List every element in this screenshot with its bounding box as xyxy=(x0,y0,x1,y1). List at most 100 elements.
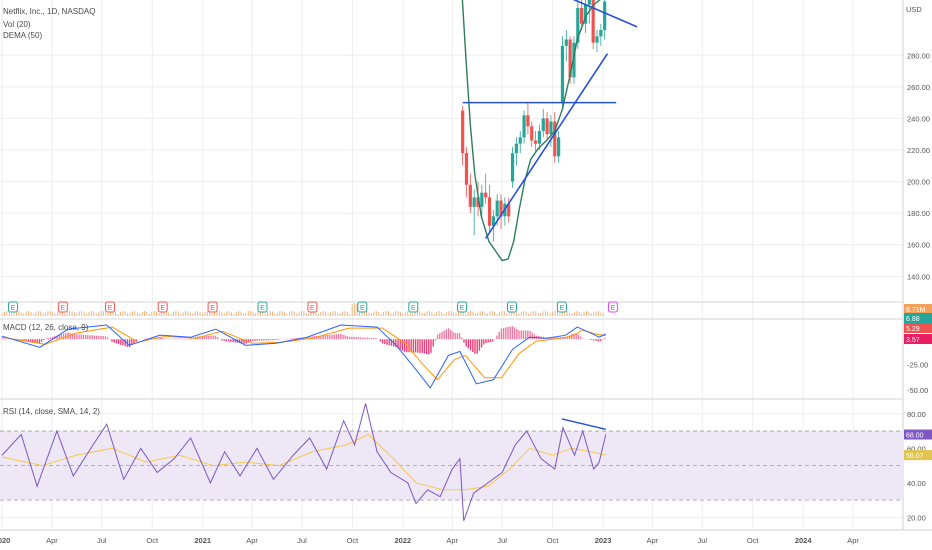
candle-body xyxy=(583,4,588,24)
time-tick-label: Apr xyxy=(46,536,58,545)
candle-body xyxy=(514,143,518,154)
earnings-marker-box xyxy=(357,301,368,313)
macd-signal-badge-box xyxy=(904,334,932,344)
earnings-marker[interactable]: E xyxy=(408,301,419,313)
earnings-marker[interactable]: E xyxy=(457,301,468,313)
earnings-marker-label: E xyxy=(210,305,215,312)
time-tick-label: Jul xyxy=(97,536,107,545)
candle-body xyxy=(572,42,576,78)
earnings-marker-label: E xyxy=(61,305,66,312)
earnings-marker[interactable]: E xyxy=(257,301,268,313)
earnings-marker-label: E xyxy=(611,305,616,312)
candle-body xyxy=(464,153,469,185)
earnings-marker[interactable]: E xyxy=(357,301,368,313)
earnings-marker-box xyxy=(7,301,18,313)
rsi-value-badge: 68.00 xyxy=(904,429,932,440)
earnings-marker-label: E xyxy=(108,305,113,312)
candle-body xyxy=(591,0,595,43)
earnings-marker[interactable]: E xyxy=(307,301,318,313)
candle-body xyxy=(576,7,580,43)
earnings-marker-box xyxy=(157,301,168,313)
time-tick-label: Apr xyxy=(647,536,659,545)
candle-body xyxy=(499,200,503,217)
earnings-marker-box xyxy=(507,301,517,313)
macd-tick-label: -50.00 xyxy=(907,386,928,395)
rsi-divergence-line[interactable] xyxy=(561,418,606,431)
candle-body xyxy=(522,115,526,138)
rsi-value-badge-text: 68.00 xyxy=(906,433,924,440)
symbol-title[interactable]: Netflix, Inc., 1D, NASDAQ xyxy=(3,7,95,16)
candle-body xyxy=(549,121,553,135)
rsi-tick-label: 40.00 xyxy=(907,479,926,488)
earnings-marker[interactable]: E xyxy=(157,301,168,313)
time-tick-label: Apr xyxy=(847,536,859,545)
dema-indicator-label[interactable]: DEMA (50) xyxy=(3,31,42,40)
trendlines[interactable] xyxy=(462,0,638,239)
macd-signal-badge-text: 3.57 xyxy=(906,337,920,344)
volume-badge: 8.71M xyxy=(904,304,932,314)
candle-body xyxy=(568,39,572,78)
price-tick-label: 140.00 xyxy=(907,272,930,281)
rsi-ma-badge-box xyxy=(904,450,932,461)
volume-ma-badge-box xyxy=(904,313,932,323)
currency-label: USD xyxy=(906,5,922,14)
earnings-marker-label: E xyxy=(11,305,16,312)
time-axis[interactable]: 2020 Apr Jul Oct 2021 Apr Jul Oct 2022 Apr Jul Oct 2… xyxy=(0,529,932,545)
trendline[interactable] xyxy=(567,0,638,28)
earnings-marker[interactable]: E xyxy=(507,301,517,313)
macd-label[interactable]: MACD (12, 26, close, 9) xyxy=(3,323,89,332)
earnings-marker-label: E xyxy=(360,305,365,312)
earnings-marker[interactable]: E xyxy=(57,301,68,313)
earnings-marker[interactable]: E xyxy=(556,301,567,313)
candle-body xyxy=(545,118,549,135)
candle-body xyxy=(476,197,480,207)
earnings-marker-label: E xyxy=(411,305,416,312)
earnings-marker-label: E xyxy=(560,305,565,312)
time-tick-label: Oct xyxy=(547,536,560,545)
rsi-label[interactable]: RSI (14, close, SMA, 14, 2) xyxy=(3,407,100,416)
earnings-marker-box xyxy=(457,301,468,313)
price-tick-label: 200.00 xyxy=(907,178,930,187)
macd-value-badge-box xyxy=(904,323,932,333)
rsi-tick-label: 80.00 xyxy=(907,410,926,419)
axis-value-badges: 8.71M 6.88 5.29 3.57 68.00 56.07 xyxy=(904,304,932,461)
price-tick-label: 240.00 xyxy=(907,114,930,123)
candle-body xyxy=(526,115,530,127)
rsi-band-area xyxy=(0,430,903,501)
pane-separators xyxy=(0,0,904,530)
rsi-ma-badge-text: 56.07 xyxy=(906,453,924,460)
time-tick-label: Oct xyxy=(747,536,760,545)
vol-indicator-label[interactable]: Vol (20) xyxy=(3,20,31,29)
earnings-marker-box xyxy=(57,301,68,313)
candle-body xyxy=(461,110,465,154)
trendline[interactable] xyxy=(485,53,609,239)
candle-body xyxy=(468,184,472,207)
volume-badge-box xyxy=(904,304,932,314)
candle-body xyxy=(599,30,603,37)
macd-tick-label: -25.00 xyxy=(907,361,928,370)
candle-body xyxy=(553,121,557,157)
price-axis[interactable]: 140.00 160.00 180.00 200.00 220.00 240.00 260.… xyxy=(907,51,930,522)
candle-body xyxy=(491,216,495,226)
earnings-marker-label: E xyxy=(160,305,165,312)
earnings-marker-box xyxy=(105,301,116,313)
earnings-marker-box xyxy=(207,301,218,313)
candle-body xyxy=(472,197,476,207)
volume-ma-badge: 6.88 xyxy=(904,313,932,323)
candle-body xyxy=(495,200,499,217)
earnings-marker-box xyxy=(257,301,268,313)
macd-signal-line xyxy=(1,326,606,381)
earnings-marker[interactable]: E xyxy=(607,301,618,313)
time-tick-label: Apr xyxy=(446,536,458,545)
price-tick-label: 260.00 xyxy=(907,83,930,92)
candle-body xyxy=(564,39,568,46)
macd-signal-badge: 3.57 xyxy=(904,334,932,344)
macd-value-badge-text: 5.29 xyxy=(906,326,920,333)
candle-body xyxy=(510,153,515,182)
earnings-marker[interactable]: E xyxy=(7,301,18,313)
volume-pane xyxy=(1,303,604,316)
earnings-marker[interactable]: E xyxy=(207,301,218,313)
earnings-marker[interactable]: E xyxy=(105,301,116,313)
